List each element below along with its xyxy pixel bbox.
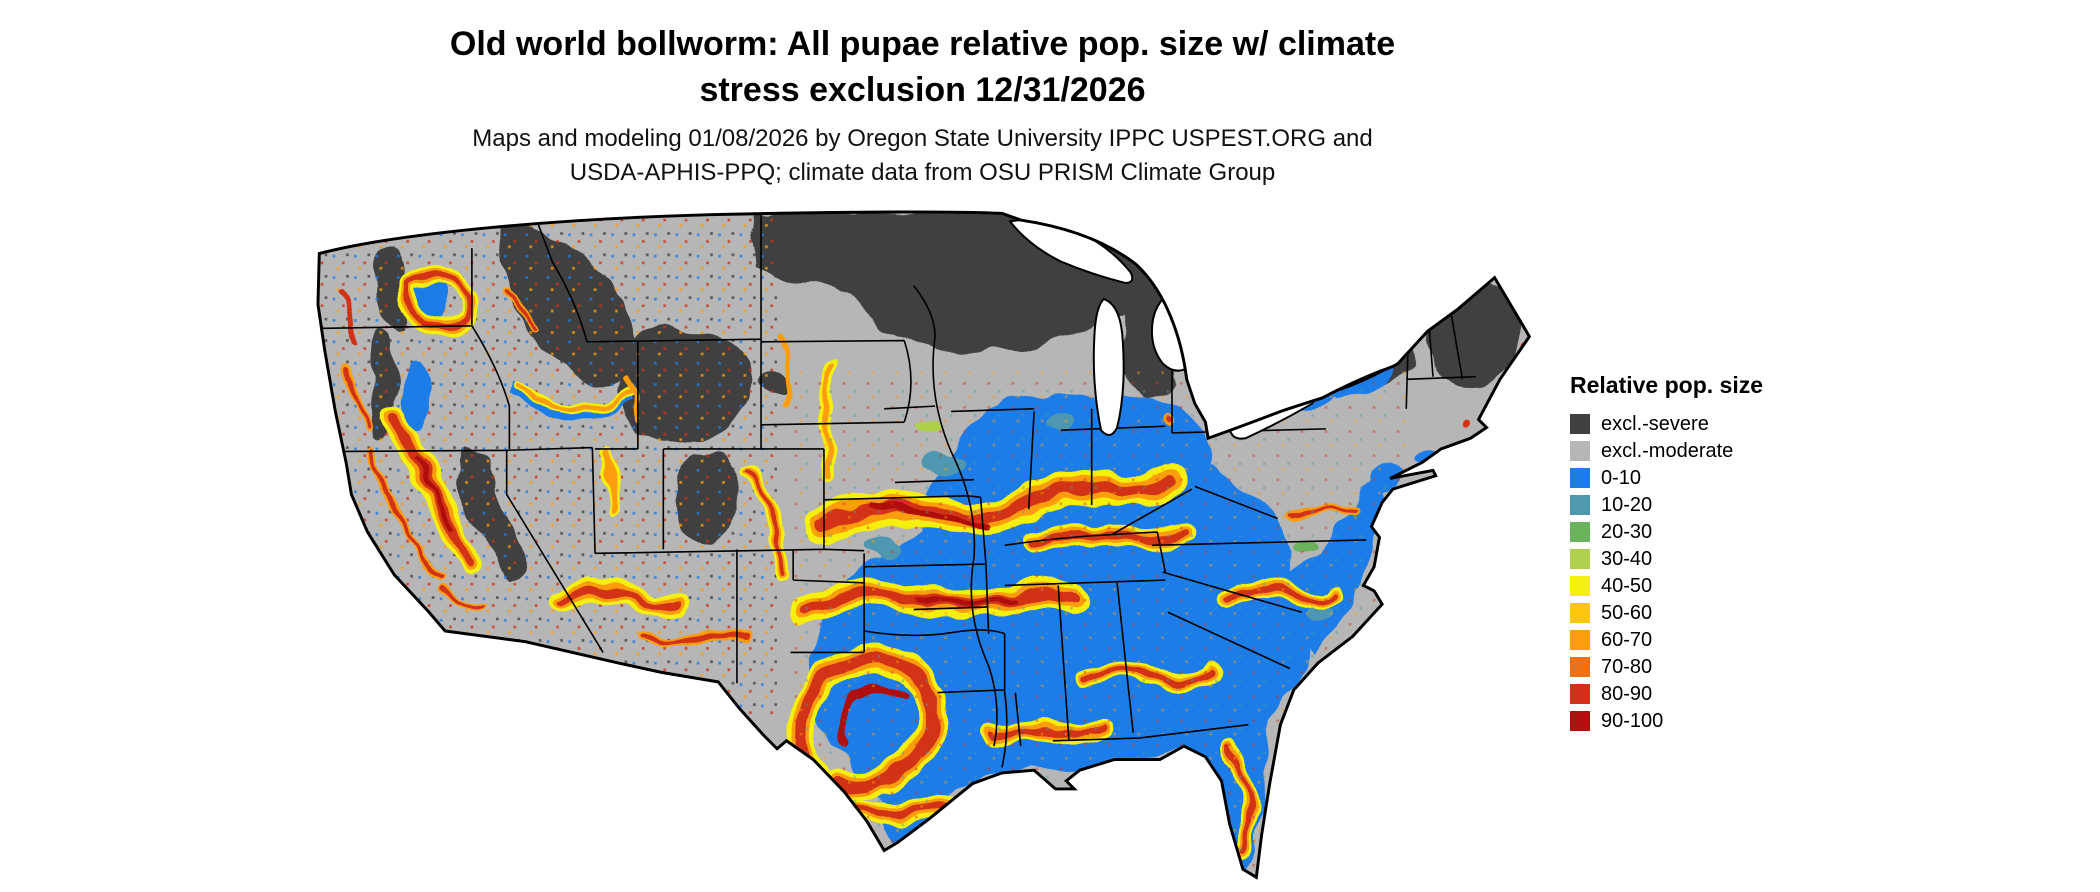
legend-swatch-80-90 — [1570, 683, 1590, 704]
legend-swatch-excl-severe — [1570, 413, 1590, 434]
page-title-line2: stress exclusion 12/31/2026 — [699, 70, 1146, 109]
legend-label: 40-50 — [1601, 574, 1653, 597]
legend-item: 20-30 — [1570, 518, 1763, 545]
legend-item: 10-20 — [1570, 491, 1763, 518]
legend-item: excl.-severe — [1570, 410, 1763, 437]
legend-swatch-20-30 — [1570, 521, 1590, 542]
legend-swatch-50-60 — [1570, 602, 1590, 623]
page-title-line1: Old world bollworm: All pupae relative p… — [449, 25, 1396, 63]
legend-item: 80-90 — [1570, 680, 1763, 707]
legend-label: 10-20 — [1601, 493, 1653, 516]
legend-item: 70-80 — [1570, 653, 1763, 680]
legend-swatch-40-50 — [1570, 575, 1590, 596]
legend-label: 70-80 — [1601, 655, 1653, 678]
page-title: Old world bollworm: All pupae relative p… — [0, 22, 1845, 113]
legend-label: 30-40 — [1601, 547, 1653, 570]
legend-label: 80-90 — [1601, 682, 1653, 705]
map-east-mottle — [790, 368, 1407, 878]
legend-swatch-70-80 — [1570, 656, 1590, 677]
legend-item: 0-10 — [1570, 464, 1763, 491]
page-subtitle-line1: Maps and modeling 01/08/2026 by Oregon S… — [472, 125, 1373, 152]
us-map-svg — [316, 210, 1531, 879]
page-subtitle-line2: USDA-APHIS-PPQ; climate data from OSU PR… — [569, 158, 1276, 186]
legend-label: 0-10 — [1601, 466, 1642, 489]
legend-item: 40-50 — [1570, 572, 1763, 599]
legend-item: 50-60 — [1570, 599, 1763, 626]
page-subtitle: Maps and modeling 01/08/2026 by Oregon S… — [0, 122, 1845, 189]
us-map — [308, 208, 1534, 884]
legend-swatch-10-20 — [1570, 494, 1590, 515]
legend-label: 60-70 — [1601, 628, 1653, 651]
legend-item: excl.-moderate — [1570, 437, 1763, 464]
legend-swatch-0-10 — [1570, 467, 1590, 488]
legend-swatch-excl-moderate — [1570, 440, 1590, 461]
legend-label: excl.-severe — [1601, 412, 1709, 435]
legend-swatch-60-70 — [1570, 629, 1590, 650]
legend: Relative pop. size excl.-severe excl.-mo… — [1570, 372, 1763, 734]
legend-title: Relative pop. size — [1570, 372, 1764, 398]
legend-item: 60-70 — [1570, 626, 1763, 653]
legend-item: 90-100 — [1570, 707, 1763, 734]
legend-label: excl.-moderate — [1601, 439, 1734, 462]
legend-label: 20-30 — [1601, 520, 1653, 543]
legend-swatch-30-40 — [1570, 548, 1590, 569]
legend-swatch-90-100 — [1570, 710, 1590, 731]
legend-label: 50-60 — [1601, 601, 1653, 624]
legend-label: 90-100 — [1601, 709, 1664, 732]
legend-item: 30-40 — [1570, 545, 1763, 572]
